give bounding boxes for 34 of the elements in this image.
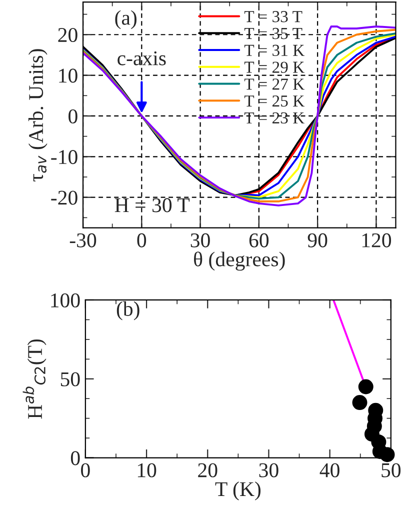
x-tick-label: 20: [198, 463, 218, 478]
y-tick-label: 10: [59, 68, 78, 83]
x-axis-title: θ (degrees): [194, 252, 285, 271]
annotation: (a): [115, 10, 136, 30]
point: [358, 379, 374, 394]
x-tick-label: 90: [308, 233, 328, 248]
x-tick-label: -30: [70, 233, 96, 248]
legend-label: T = 29 K: [244, 62, 304, 73]
legend-label: T = 27 K: [244, 78, 304, 90]
point: [352, 395, 368, 410]
annotation: c-axis: [118, 51, 166, 66]
x-tick-label: 30: [190, 233, 210, 248]
y-tick-label: 20: [58, 28, 78, 42]
y-tick-label: 0: [70, 451, 80, 466]
x-tick-label: 10: [138, 463, 156, 478]
x-tick-label: 0: [81, 463, 90, 478]
x-tick-label: 60: [249, 233, 269, 248]
y-tick-label: -20: [51, 190, 78, 205]
x-tick-label: 30: [259, 463, 278, 478]
y-tick-label: 100: [51, 293, 80, 308]
x-axis-title: T (K): [215, 482, 261, 500]
y-axis-title: τ$_{av}$ (Arb. Units): [28, 49, 48, 182]
x-tick-label: 40: [320, 463, 340, 478]
y-tick-label: -10: [51, 150, 78, 164]
annotation: (b): [116, 301, 140, 320]
annotation: H = 30 T: [114, 198, 190, 212]
y-tick-label: 50: [60, 372, 80, 386]
x-tick-label: 120: [362, 233, 392, 248]
legend-label: T = 31 K: [244, 44, 304, 56]
y-axis-title: H$^{ab}$$_{C2}$(T): [22, 339, 46, 419]
y-tick-label: 0: [68, 109, 78, 124]
x-tick-label: 0: [137, 233, 146, 248]
x-tick-label: 50: [382, 463, 401, 478]
point: [380, 447, 395, 462]
